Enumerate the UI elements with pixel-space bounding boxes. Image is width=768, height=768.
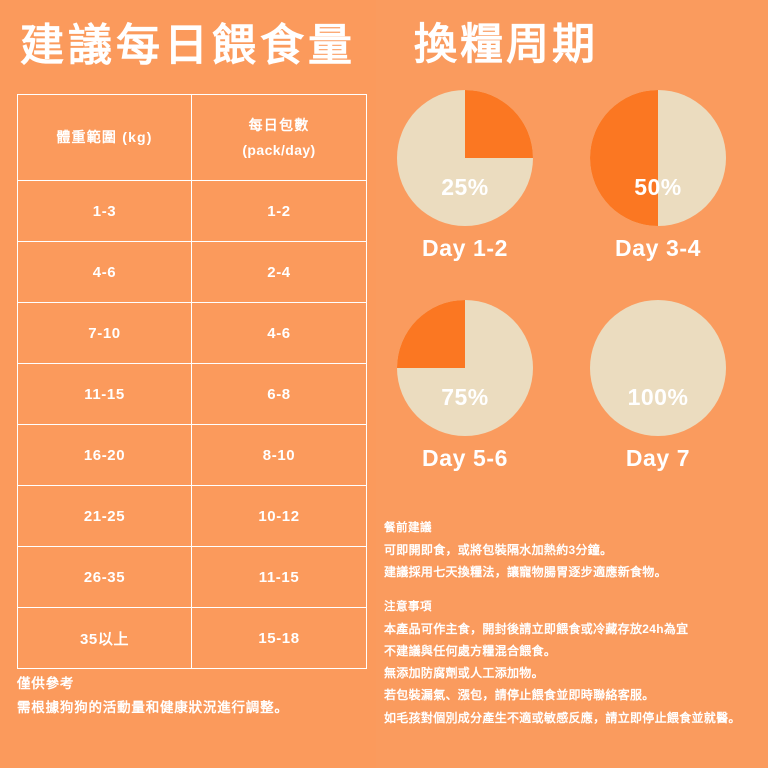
- column-header-packs-per-day-sublabel: (pack/day): [242, 141, 316, 158]
- pie-day-label: Day 7: [625, 445, 691, 471]
- table-row: 35以上 15-18: [17, 607, 367, 669]
- cell-weight-range: 1-3: [17, 180, 192, 242]
- note-line: 無添加防腐劑或人工添加物。: [384, 666, 544, 681]
- table-row: 16-20 8-10: [17, 424, 367, 486]
- cell-packs-per-day: 15-18: [191, 607, 367, 669]
- cell-packs-per-day: 2-4: [191, 241, 367, 303]
- note-heading: 注意事項: [384, 600, 432, 613]
- note-line: 本產品可作主食，開封後請立即餵食或冷藏存放24h為宜: [384, 621, 689, 636]
- note-line: 建議採用七天換糧法，讓寵物腸胃逐步適應新食物。: [384, 565, 667, 580]
- page-title-transition-cycle: 換糧周期: [414, 21, 598, 69]
- note-block-pre-meal: 餐前建議 可即開即食，或將包裝隔水加熱約3分鐘。 建議採用七天換糧法，讓寵物腸胃…: [384, 518, 764, 584]
- cell-packs-per-day: 6-8: [191, 363, 367, 425]
- note-line: 若包裝漏氣、漲包，請停止餵食並即時聯絡客服。: [384, 688, 655, 703]
- pie-wrap: 100%: [590, 300, 726, 436]
- cell-weight-range: 4-6: [17, 241, 192, 303]
- table-row: 7-10 4-6: [17, 302, 367, 364]
- pie-chart-day-3-4: 50% Day 3-4: [573, 90, 743, 260]
- pie-icon: [590, 300, 726, 436]
- pie-chart-day-1-2: 25% Day 1-2: [380, 90, 550, 260]
- note-line: 可即開即食，或將包裝隔水加熱約3分鐘。: [384, 543, 613, 558]
- note-block-cautions: 注意事項 本產品可作主食，開封後請立即餵食或冷藏存放24h為宜 不建議與任何處方…: [384, 597, 764, 729]
- pie-percent-label: 100%: [627, 384, 689, 410]
- column-header-weight-range: 體重範圍 (kg): [17, 94, 192, 181]
- pie-percent-label: 75%: [441, 384, 489, 410]
- cell-packs-per-day: 11-15: [191, 546, 367, 608]
- footnote-line-1: 僅供參考: [17, 676, 75, 691]
- feeding-amount-table: 體重範圍 (kg) 每日包數 (pack/day) 1-3 1-2 4-6 2-…: [17, 94, 367, 669]
- cell-weight-range: 35以上: [17, 607, 192, 669]
- notes-section: 餐前建議 可即開即食，或將包裝隔水加熱約3分鐘。 建議採用七天換糧法，讓寵物腸胃…: [384, 518, 764, 742]
- pie-chart-day-7: 100% Day 7: [573, 300, 743, 470]
- pie-percent-label: 25%: [441, 174, 489, 200]
- pie-icon: [397, 90, 533, 226]
- table-row: 26-35 11-15: [17, 546, 367, 608]
- footnote-line-2: 需根據狗狗的活動量和健康狀況進行調整。: [17, 699, 289, 715]
- pie-wrap: 25%: [397, 90, 533, 226]
- pie-percent-label: 50%: [634, 174, 682, 200]
- transition-cycle-panel: 換糧周期 25% Day 1-2 50%: [376, 0, 768, 768]
- note-line: 如毛孩對個別成分產生不適或敏感反應，請立即停止餵食並就醫。: [384, 710, 741, 725]
- cell-packs-per-day: 10-12: [191, 485, 367, 547]
- page-title-feeding-amount: 建議每日餵食量: [20, 21, 356, 70]
- table-header-row: 體重範圍 (kg) 每日包數 (pack/day): [17, 94, 367, 181]
- column-header-weight-range-label: 體重範圍 (kg): [56, 129, 153, 146]
- cell-weight-range: 26-35: [17, 546, 192, 608]
- pie-day-label: Day 3-4: [614, 235, 702, 261]
- pie-day-label: Day 5-6: [421, 445, 509, 471]
- table-footnote: 僅供參考 需根據狗狗的活動量和健康狀況進行調整。: [17, 672, 289, 719]
- cell-weight-range: 11-15: [17, 363, 192, 425]
- table-row: 1-3 1-2: [17, 180, 367, 242]
- pie-wrap: 50%: [590, 90, 726, 226]
- pie-icon: [590, 90, 726, 226]
- cell-packs-per-day: 8-10: [191, 424, 367, 486]
- pie-wrap: 75%: [397, 300, 533, 436]
- pie-icon: [397, 300, 533, 436]
- table-row: 4-6 2-4: [17, 241, 367, 303]
- pie-day-label: Day 1-2: [421, 235, 509, 261]
- cell-weight-range: 16-20: [17, 424, 192, 486]
- column-header-packs-per-day-label: 每日包數: [248, 117, 310, 133]
- note-line: 不建議與任何處方糧混合餵食。: [384, 644, 557, 659]
- cell-packs-per-day: 4-6: [191, 302, 367, 364]
- pie-chart-day-5-6: 75% Day 5-6: [380, 300, 550, 470]
- note-heading: 餐前建議: [384, 522, 432, 534]
- table-row: 11-15 6-8: [17, 363, 367, 425]
- cell-packs-per-day: 1-2: [191, 180, 367, 242]
- cell-weight-range: 21-25: [17, 485, 192, 547]
- column-header-packs-per-day: 每日包數 (pack/day): [191, 94, 367, 181]
- table-row: 21-25 10-12: [17, 485, 367, 547]
- feeding-amount-panel: 建議每日餵食量 體重範圍 (kg) 每日包數 (pack/day) 1-3 1: [0, 0, 376, 768]
- cell-weight-range: 7-10: [17, 302, 192, 364]
